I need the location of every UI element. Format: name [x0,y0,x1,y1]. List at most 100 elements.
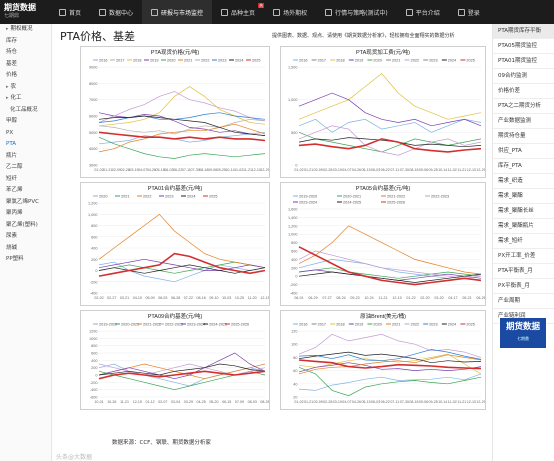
nav-item-3[interactable]: 品种主页热 [212,0,265,24]
x-tick-label: 09-25 [429,168,438,172]
x-tick-label: 11-02 [448,400,457,404]
right-nav-panel: PTA期货库存平衡 PTA05期货监控 PTA01期货监控 09合约监测 价格价差 PTA… [492,24,554,461]
site-logo[interactable]: 期货数据 七期鼎 [0,0,50,24]
sidebar-item-5[interactable]: 农 [0,82,51,94]
sidebar-item-20[interactable]: PP塑料 [6,256,24,262]
right-nav-item-0[interactable]: PTA期货库存平衡 [493,24,554,39]
y-tick-label: 1,000 [88,213,98,217]
sidebar-item-17[interactable]: 聚乙烯(塑料) [6,221,38,228]
x-tick-label: 11-21 [457,400,466,404]
sidebar-item-14[interactable]: 苯乙烯 [6,187,23,193]
sidebar-item-11[interactable]: 瓶片 [6,152,18,159]
legend-label: 2025 [466,323,474,327]
promo-banner[interactable]: 期货数据 七期鼎 [500,318,546,348]
series-line-2023-2024 [298,269,482,281]
x-tick-label: 08-18 [409,400,418,404]
legend-label: 2021 [184,59,192,63]
x-tick-label: 07-11 [182,168,191,172]
legend-label: 2023-2024 [299,201,317,205]
sidebar-item-6[interactable]: 化工 [0,93,51,105]
sidebar-item-19[interactable]: 烧碱 [6,244,18,251]
sidebar-item-10[interactable]: PTA [6,141,17,147]
right-nav-item-11[interactable]: 需求_聚酯 [493,189,554,204]
y-tick-label: 0 [295,164,297,168]
legend-label: 2019 [355,323,363,327]
right-nav-item-12[interactable]: 需求_聚酯长丝 [493,204,554,219]
x-tick-label: 10-03 [222,296,231,300]
right-nav-item-10[interactable]: 需求_织造 [493,174,554,189]
chart-legend: 2016 2017 2018 2019 2020 2021 2022 2023 2024 2025 [93,59,260,63]
right-nav-item-2[interactable]: PTA01期货监控 [493,54,554,69]
right-nav-item-5[interactable]: PTA之二期货分析 [493,99,554,114]
sidebar-item-15[interactable]: 聚氯乙烯PVC [6,198,39,205]
nav-item-2[interactable]: 研报与市场监控 [142,0,213,24]
x-tick-label: 04-07 [342,168,351,172]
legend-label: 2019-2020 [299,195,317,199]
y-tick-label: 400 [91,359,97,363]
nav-item-1[interactable]: 数据中心 [90,0,142,24]
x-tick-label: 01-02 [294,400,303,404]
legend-label: 2016 [299,59,307,63]
y-tick-label: 120 [291,330,297,334]
quote-icon [325,8,333,16]
right-nav-item-3[interactable]: 09合约监测 [493,69,554,84]
option-icon [273,8,281,16]
sidebar-item-13[interactable]: 短纤 [6,175,18,182]
x-tick-label: 06-03 [158,296,167,300]
nav-item-0[interactable]: 首页 [50,0,90,24]
x-tick-label: 11-21 [379,296,388,300]
nav-label: 平台介绍 [415,9,440,17]
right-nav-item-1[interactable]: PTA05期货监控 [493,39,554,54]
nav-item-4[interactable]: 场外期权 [264,0,316,24]
legend-label: 2020 [373,323,381,327]
hot-badge: 热 [258,3,265,8]
x-tick-label: 10-01 [94,400,103,404]
x-tick-label: 12-19 [392,296,401,300]
right-nav-item-17[interactable]: PX平衡表_月 [493,279,554,294]
sidebar-item-2[interactable]: 持仓 [6,49,18,55]
nav-item-6[interactable]: 平台介绍 [397,0,449,24]
legend-label: 2020 [373,59,381,63]
sidebar-item-18[interactable]: 尿素 [6,233,18,239]
legend-label: 2022 [143,195,151,199]
right-nav-item-8[interactable]: 供应_PTA [493,144,554,159]
sidebar-item-0[interactable]: 期权概况 [0,24,51,36]
y-tick-label: 800 [91,224,97,228]
x-tick-label: 12-10 [467,400,476,404]
sidebar-item-8[interactable]: 甲醇 [6,118,18,124]
sidebar-item-3[interactable]: 基差 [6,60,18,67]
sidebar-item-4[interactable]: 价格 [6,72,18,78]
x-tick-label: 03-04 [171,400,180,404]
x-tick-label: 11-02 [448,168,457,172]
legend-label: 2021 [121,195,129,199]
x-tick-label: 01-21 [304,168,313,172]
right-nav-item-13[interactable]: 需求_聚酯瓶片 [493,219,554,234]
y-tick-label: 600 [291,250,297,254]
chart-legend: 2020 2021 2022 2023 2024 2025 [93,195,217,199]
x-tick-label: 01-22 [406,296,415,300]
right-nav-item-7[interactable]: 期货持仓量 [493,129,554,144]
nav-item-7[interactable]: 登录 [449,0,489,24]
sidebar-item-9[interactable]: PX [6,129,14,136]
sidebar-item-16[interactable]: 聚丙烯 [6,210,23,216]
nav-item-5[interactable]: 行情与策略(测试中) [316,0,397,24]
x-tick-label: 08-24 [336,296,345,300]
data-center-icon [99,8,107,16]
right-nav-item-9[interactable]: 库存_PTA [493,159,554,174]
x-tick-label: 04-17 [448,296,457,300]
right-nav-item-18[interactable]: 产业周期 [493,294,554,309]
sidebar-item-1[interactable]: 库存 [6,37,18,44]
right-nav-item-14[interactable]: 需求_短纤 [493,234,554,249]
y-tick-label: 1,200 [288,224,298,228]
right-nav-item-6[interactable]: 产业数据监测 [493,114,554,129]
y-tick-label: 400 [291,258,297,262]
series-line-2020 [298,131,482,153]
sidebar-item-7[interactable]: 化工品概况 [10,106,38,113]
sidebar-item-12[interactable]: 乙二醇 [6,164,23,170]
right-nav-item-15[interactable]: PX开工率_价差 [493,249,554,264]
right-nav-item-4[interactable]: 价格价差 [493,84,554,99]
logo-title: 期货数据 [4,3,36,12]
x-tick-label: 04-25 [197,400,206,404]
right-nav-item-16[interactable]: PTA平衡表_月 [493,264,554,279]
y-tick-label: 1000 [89,337,97,341]
